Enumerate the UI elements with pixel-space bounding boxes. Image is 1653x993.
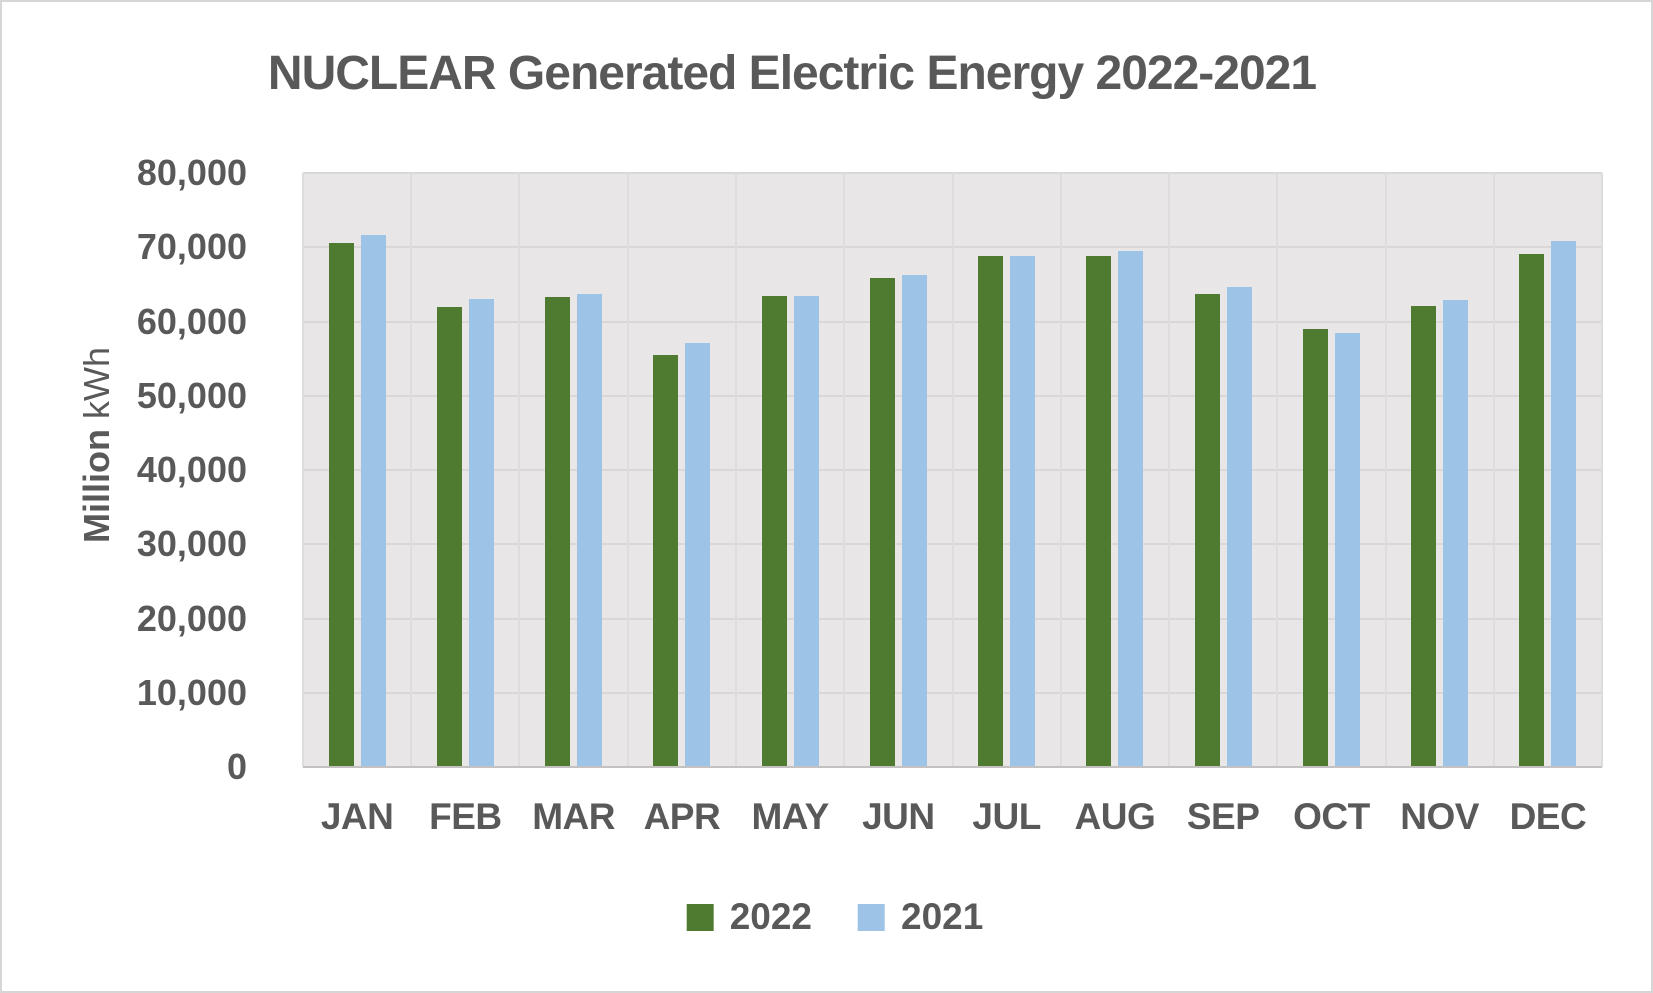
- bar-2022-aug: [1086, 256, 1112, 767]
- plot-area: [302, 172, 1603, 768]
- bar-2021-sep: [1226, 287, 1252, 767]
- y-tick-label: 80,000: [136, 152, 247, 193]
- bar-2022-jun: [869, 278, 895, 767]
- y-tick-label: 10,000: [136, 671, 247, 713]
- legend-item-2022: 2022: [686, 896, 812, 938]
- bar-group-feb: [411, 173, 519, 767]
- bar-2021-jan: [360, 234, 386, 767]
- x-axis-line: [303, 766, 1602, 768]
- vertical-gridline: [1384, 173, 1387, 767]
- y-tick-label: 60,000: [136, 300, 247, 342]
- bar-group-jun: [844, 173, 952, 767]
- bar-group-jul: [953, 173, 1061, 767]
- bar-2021-apr: [685, 343, 711, 767]
- bar-group-may: [736, 173, 844, 767]
- bar-2021-oct: [1334, 333, 1360, 767]
- y-tick-label: 20,000: [136, 597, 247, 639]
- bar-2022-dec: [1519, 253, 1545, 767]
- y-tick-label: 50,000: [136, 374, 247, 416]
- bar-2021-jul: [1010, 256, 1036, 767]
- bar-2021-dec: [1551, 241, 1577, 767]
- bar-2022-mar: [545, 297, 571, 767]
- x-axis-label-sep: SEP: [1186, 796, 1260, 837]
- bar-group-dec: [1494, 173, 1602, 767]
- bar-group-jan: [303, 173, 411, 767]
- legend-label-2021: 2021: [901, 896, 984, 937]
- x-axis-label-dec: DEC: [1509, 796, 1587, 837]
- x-axis-label-mar: MAR: [532, 796, 615, 837]
- y-tick-label: 30,000: [136, 523, 247, 565]
- x-axis-labels: JAN FEB MAR APR MAY JUN JUL AUG SEP OCT NOV DEC: [303, 796, 1602, 838]
- bar-2022-may: [761, 295, 787, 767]
- y-tick-label: 70,000: [136, 226, 247, 268]
- bar-group-sep: [1169, 173, 1277, 767]
- vertical-gridline: [951, 173, 954, 767]
- bars-container: [303, 173, 1602, 767]
- vertical-gridline: [626, 173, 629, 767]
- bar-2022-jan: [328, 242, 354, 767]
- y-axis-tick-labels: 80,000 70,000 60,000 50,000 40,000 30,000 20,0…: [2, 2, 247, 991]
- vertical-gridline: [1492, 173, 1495, 767]
- vertical-gridline: [1167, 173, 1170, 767]
- legend-item-2021: 2021: [858, 896, 983, 938]
- bar-2021-may: [793, 296, 819, 767]
- vertical-gridline: [410, 173, 413, 767]
- bar-2022-oct: [1302, 328, 1328, 767]
- bar-group-apr: [628, 173, 736, 767]
- x-axis-label-feb: FEB: [429, 796, 502, 837]
- vertical-gridline: [302, 173, 304, 767]
- x-axis-label-aug: AUG: [1074, 796, 1156, 837]
- bar-2021-aug: [1118, 250, 1144, 767]
- bar-group-oct: [1277, 173, 1385, 767]
- bar-2022-apr: [653, 354, 679, 767]
- vertical-gridline: [1601, 173, 1603, 767]
- y-tick-label: 40,000: [136, 449, 247, 490]
- legend: 2022 2021: [686, 896, 983, 938]
- x-axis-label-jan: JAN: [320, 796, 394, 837]
- vertical-gridline: [843, 173, 846, 767]
- bar-2022-jul: [978, 256, 1004, 767]
- vertical-gridline: [734, 173, 737, 767]
- bar-2022-sep: [1194, 294, 1220, 767]
- vertical-gridline: [518, 173, 521, 767]
- x-axis-label-jun: JUN: [862, 796, 935, 837]
- x-axis-label-nov: NOV: [1400, 796, 1479, 837]
- bar-group-nov: [1386, 173, 1494, 767]
- x-axis-label-apr: APR: [643, 796, 721, 837]
- bar-2021-nov: [1443, 299, 1469, 767]
- vertical-gridline: [1276, 173, 1279, 767]
- bar-2021-jun: [901, 274, 927, 767]
- bar-2022-feb: [436, 307, 462, 767]
- legend-swatch-2022: [686, 903, 714, 931]
- bar-2022-nov: [1411, 305, 1437, 767]
- y-tick-label: 0: [226, 746, 247, 787]
- x-axis-label-oct: OCT: [1293, 796, 1370, 837]
- x-axis-label-jul: JUL: [972, 796, 1041, 837]
- bar-2021-feb: [468, 299, 494, 767]
- legend-label-2022: 2022: [729, 896, 812, 937]
- bar-group-aug: [1061, 173, 1169, 767]
- x-axis-label-may: MAY: [751, 796, 829, 837]
- chart-title: NUCLEAR Generated Electric Energy 2022-2…: [267, 47, 1317, 100]
- legend-swatch-2021: [858, 903, 885, 931]
- bar-group-mar: [520, 173, 628, 767]
- bar-2021-mar: [577, 294, 603, 767]
- vertical-gridline: [1059, 173, 1062, 767]
